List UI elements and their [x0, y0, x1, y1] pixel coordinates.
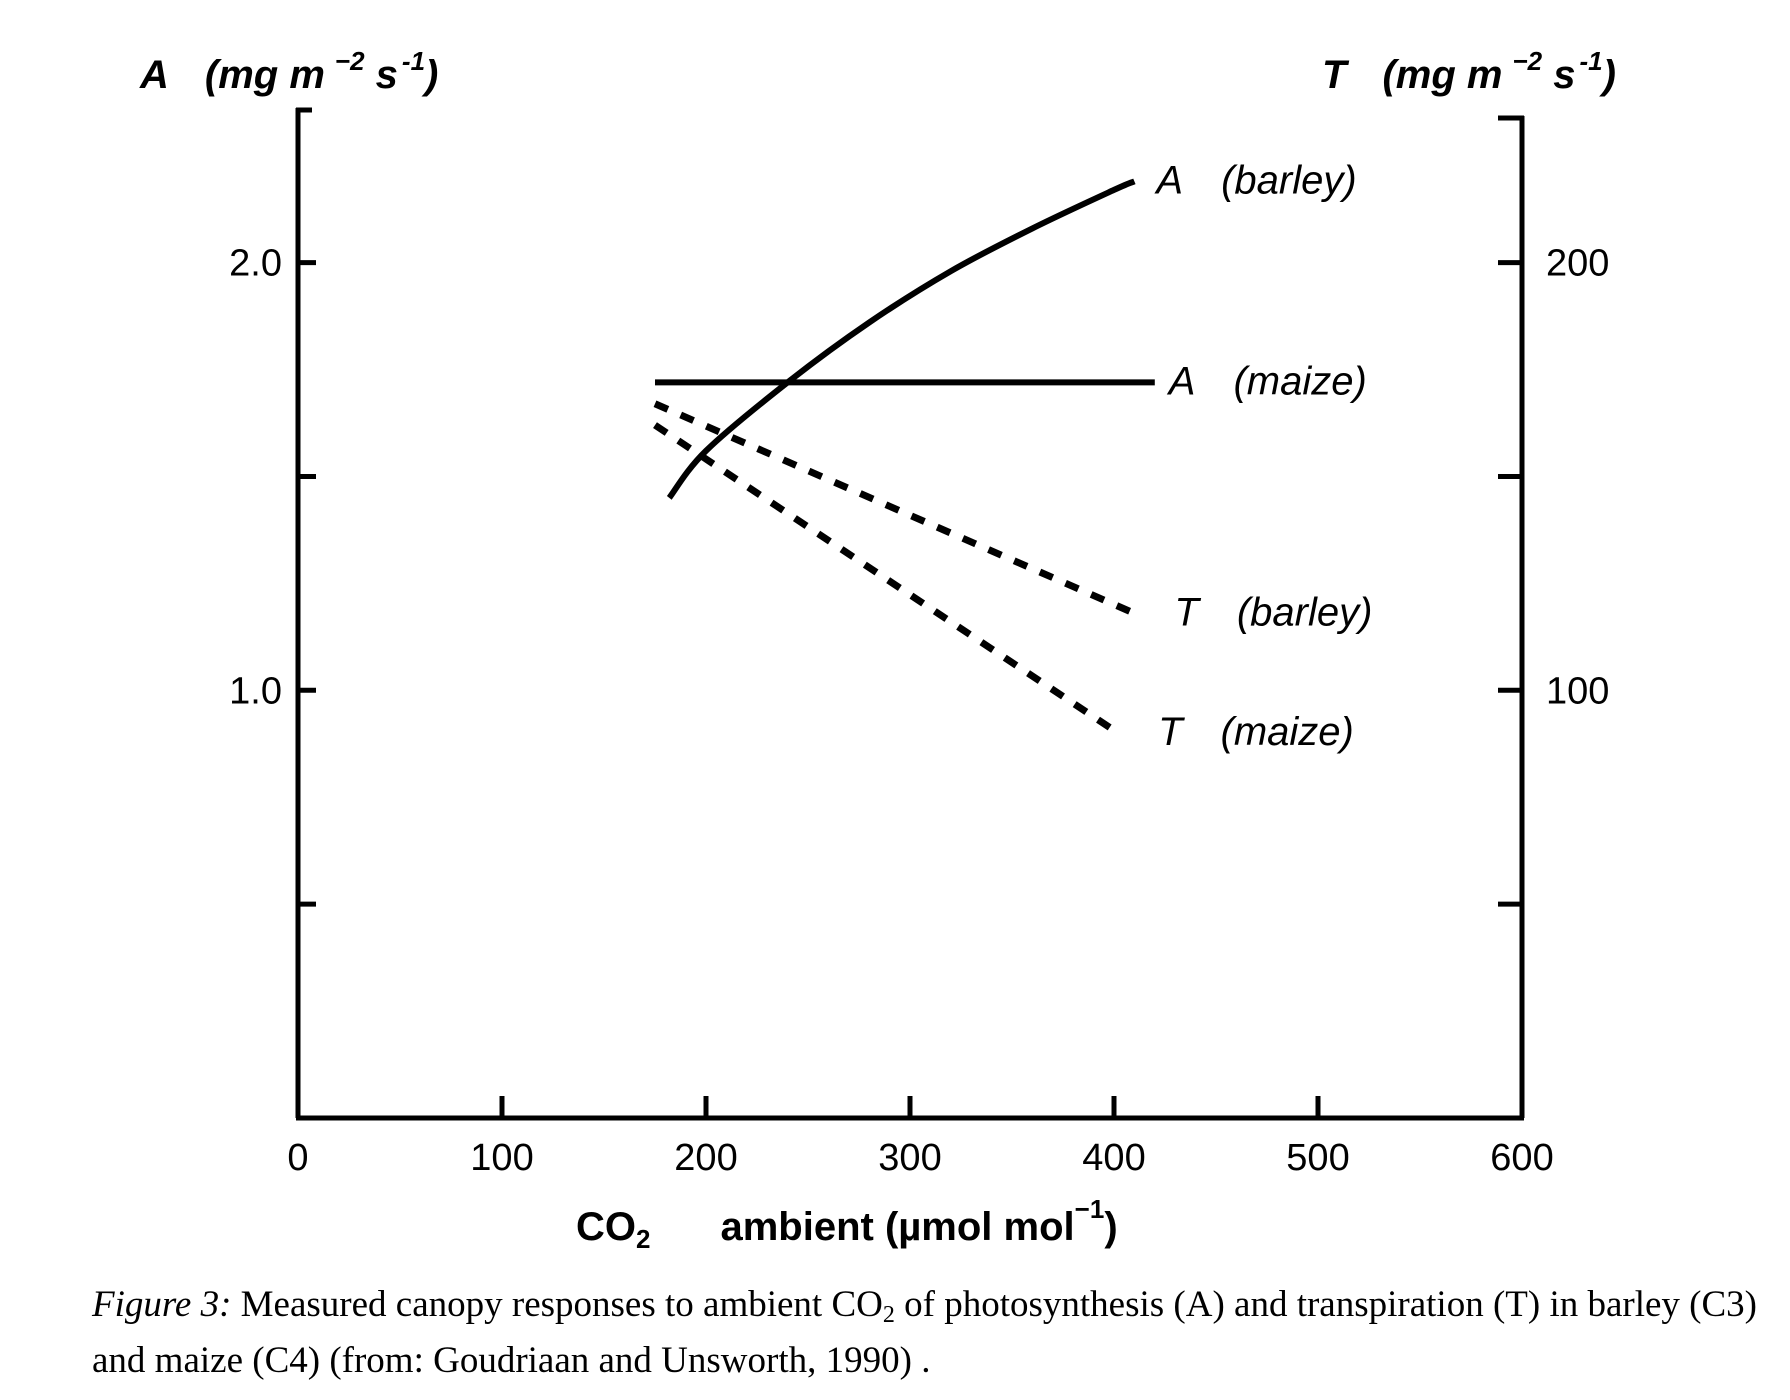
x-axis-title: CO2 ambient (µmol mol−1): [576, 1194, 1118, 1254]
y-right-axis-unit: (mg m: [1382, 53, 1502, 97]
x-tick-label-0: 0: [287, 1137, 308, 1179]
series-label-symbol: A: [1154, 158, 1183, 202]
y-left-axis-close: ): [421, 53, 438, 97]
caption-figure-label: Figure 3:: [92, 1284, 232, 1325]
caption-text-before: Measured canopy responses to ambient CO: [231, 1284, 883, 1325]
series-label-t-maize: T (maize): [1158, 710, 1354, 754]
y-left-tick-label-1: 1.0: [229, 670, 282, 712]
x-axis-title-sup: −1: [1075, 1194, 1105, 1224]
y-left-axis-sup1: −2: [335, 46, 365, 76]
caption-subscript: 2: [882, 1302, 895, 1328]
series-label-t-barley: T (barley): [1174, 590, 1372, 634]
series-line-a-barley: [666, 178, 1136, 500]
y-right-axis-title: T (mg m −2 s -1): [1322, 46, 1616, 97]
y-right-axis-symbol: T: [1322, 53, 1350, 97]
y-left-axis-unit: (mg m: [205, 53, 325, 97]
series-label-a-barley: A (barley): [1154, 158, 1356, 202]
y-right-axis-sup2: -1: [1579, 46, 1602, 76]
y-left-tick-label-2: 2.0: [229, 243, 282, 285]
y-right-axis-sup1: −2: [1512, 46, 1542, 76]
x-axis-title-sub: 2: [636, 1224, 650, 1254]
y-left-axis-mid: s: [365, 53, 398, 97]
x-axis-title-rest: ambient (µmol mol: [720, 1205, 1074, 1249]
x-tick-label-500: 500: [1286, 1137, 1349, 1179]
y-left-axis-title: A (mg m −2 s -1): [139, 46, 438, 97]
series-line-t-barley: [653, 400, 1136, 617]
y-right-axis-mid: s: [1542, 53, 1575, 97]
series-label-symbol: T: [1174, 590, 1201, 634]
series-label-text: (maize): [1233, 359, 1366, 403]
series-label-text: (barley): [1221, 158, 1357, 202]
y-right-tick-label-200: 200: [1546, 243, 1609, 285]
y-left-axis-sup2: -1: [402, 46, 425, 76]
series-label-a-maize: A (maize): [1167, 359, 1367, 403]
x-tick-label-300: 300: [878, 1137, 941, 1179]
series-label-text: (maize): [1221, 710, 1354, 754]
x-axis-title-close: ): [1104, 1205, 1117, 1249]
x-tick-label-200: 200: [674, 1137, 737, 1179]
axis-ticks: 0 100 200 300 400 500 600 1.0 2.0 100 200: [229, 243, 1609, 1179]
series-label-text: (barley): [1237, 590, 1373, 634]
x-tick-label-100: 100: [470, 1137, 533, 1179]
x-axis-title-main: CO: [576, 1205, 636, 1249]
caption-text-after: of photosynthesis (A) and transpiration …: [92, 1284, 1757, 1381]
x-tick-label-400: 400: [1082, 1137, 1145, 1179]
x-tick-label-600: 600: [1490, 1137, 1553, 1179]
y-right-tick-label-100: 100: [1546, 670, 1609, 712]
figure-caption: Figure 3: Measured canopy responses to a…: [92, 1282, 1782, 1384]
series-label-symbol: A: [1167, 359, 1196, 403]
chart: A (mg m −2 s -1) T (mg m −2 s -1) 0 100 200 300 40…: [139, 46, 1616, 1254]
series-line-t-maize: [653, 422, 1121, 736]
y-left-axis-symbol: A: [139, 53, 169, 97]
series-group: A (barley) A (maize) T (barley) T (maize): [653, 158, 1372, 754]
series-label-symbol: T: [1158, 710, 1185, 754]
y-right-axis-close: ): [1599, 53, 1616, 97]
